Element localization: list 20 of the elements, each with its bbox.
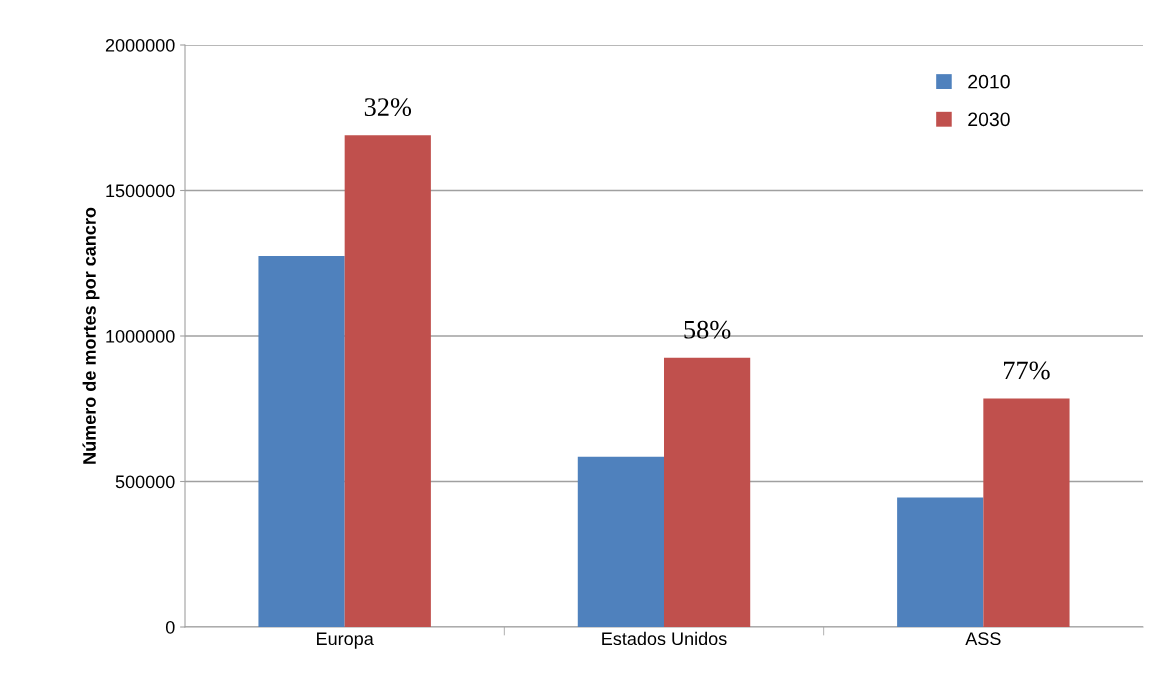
y-tick-label: 1500000 xyxy=(106,184,175,198)
bar xyxy=(664,357,751,627)
y-tick-label: 1000000 xyxy=(106,329,175,343)
x-tick-label: ASS xyxy=(965,632,1001,646)
bar xyxy=(577,456,664,627)
x-tick-label: Europa xyxy=(317,632,374,649)
y-tick-label: 2000000 xyxy=(105,38,175,52)
bar xyxy=(258,255,345,627)
legend-label: 2010 xyxy=(968,74,1010,89)
annotation: 77% xyxy=(1004,361,1050,380)
bar xyxy=(983,398,1070,627)
annotation: 32% xyxy=(364,98,412,117)
y-tick-label: 500000 xyxy=(115,475,175,489)
bar xyxy=(344,135,431,627)
annotation: 58% xyxy=(684,320,731,339)
y-tick-label: 0 xyxy=(165,620,175,634)
bar xyxy=(897,497,984,627)
legend-label: 2030 xyxy=(968,112,1010,127)
y-axis-title: Número de mortes por cancro xyxy=(82,207,100,464)
x-tick-label: Estados Unidos xyxy=(602,631,727,646)
